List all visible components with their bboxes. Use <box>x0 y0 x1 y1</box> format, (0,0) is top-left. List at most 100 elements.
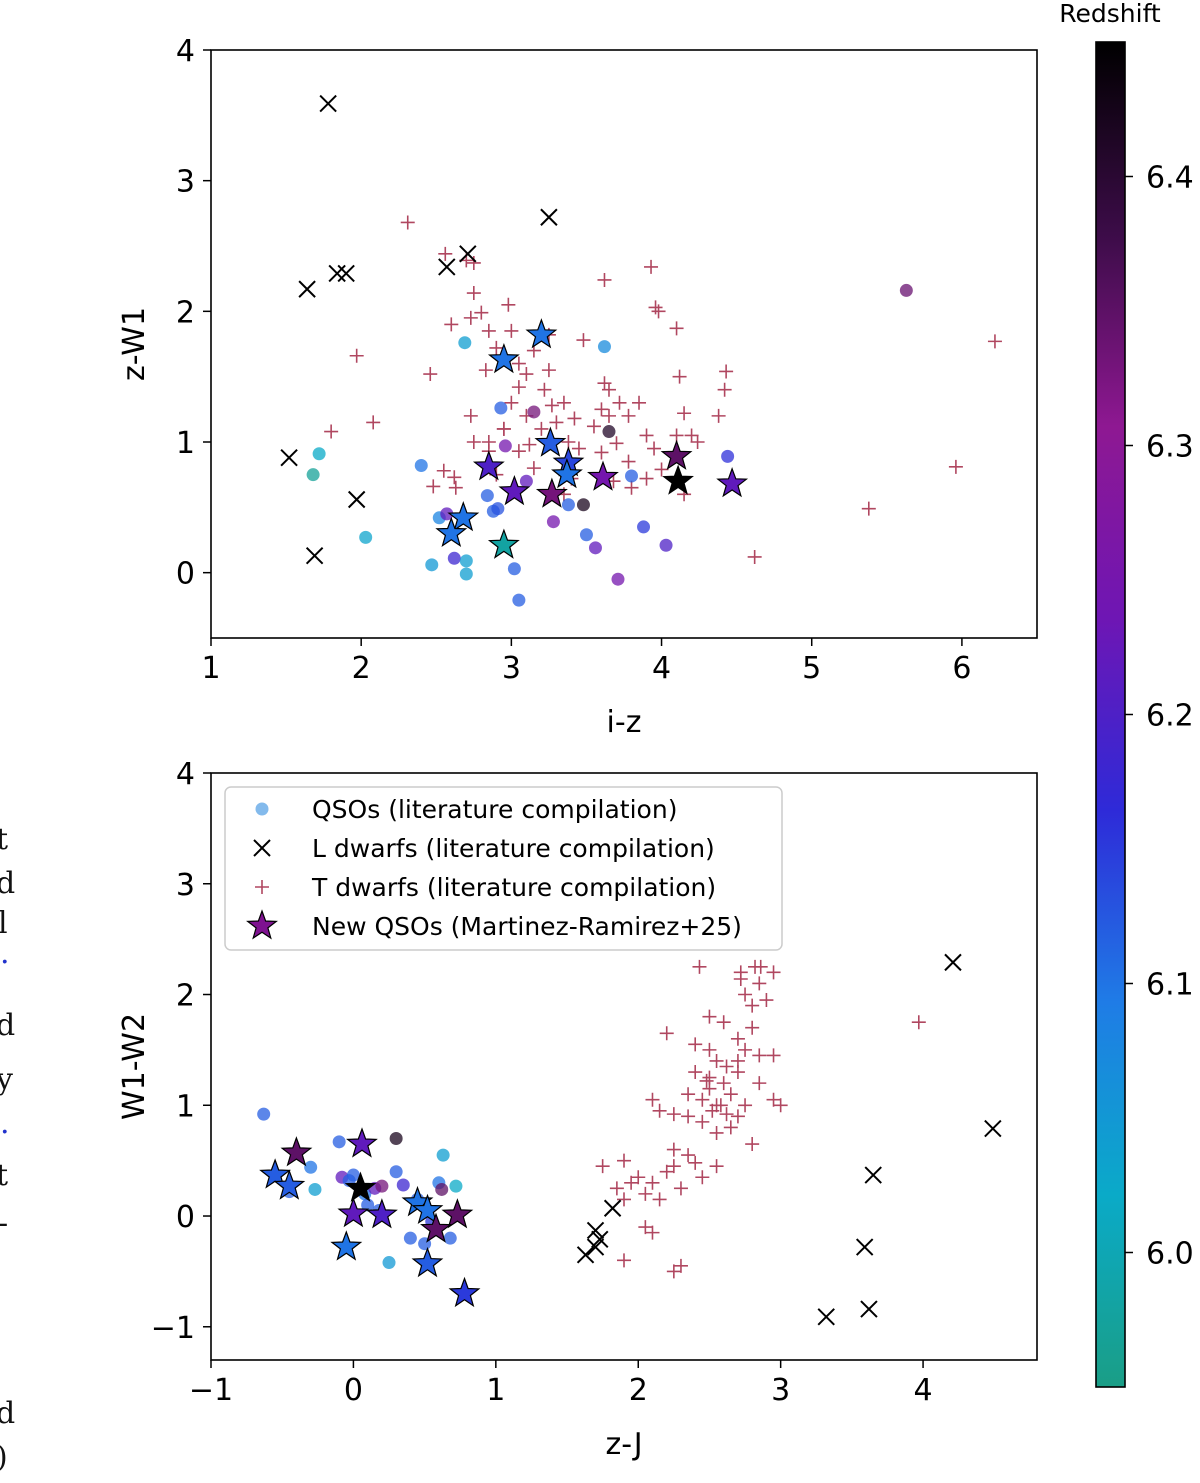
new-qso-point <box>344 1171 377 1202</box>
t-dwarf-point <box>511 356 526 371</box>
y-axis-label: z-W1 <box>117 307 152 381</box>
t-dwarf-point <box>752 1048 767 1063</box>
t-dwarf-point <box>688 1155 703 1170</box>
t-dwarf-point <box>601 382 616 397</box>
colorbar-tick-label: 6.4 <box>1146 161 1194 196</box>
t-dwarf-point <box>474 305 489 320</box>
t-dwarf-point <box>987 334 1002 349</box>
l-dwarf-point <box>864 1166 882 1184</box>
t-dwarf-point <box>688 1037 703 1052</box>
legend-t-dwarf-marker <box>255 880 269 894</box>
t-dwarf-point <box>684 428 699 443</box>
legend-label: T dwarfs (literature compilation) <box>311 873 716 902</box>
t-dwarf-point <box>659 1164 674 1179</box>
t-dwarf-point <box>651 304 666 319</box>
t-dwarf-point <box>448 480 463 495</box>
qso-point <box>389 1165 403 1179</box>
x-tick-label: 3 <box>502 651 521 686</box>
t-dwarf-point <box>666 1142 681 1157</box>
t-dwarf-point <box>747 549 762 564</box>
t-dwarf-point <box>466 286 481 301</box>
t-dwarf-point <box>511 444 526 459</box>
t-dwarf-point <box>645 1092 660 1107</box>
t-dwarf-point <box>695 1170 710 1185</box>
l-dwarf-point <box>586 1238 605 1256</box>
legend: QSOs (literature compilation) L dwarfs (l… <box>224 786 783 951</box>
edge-fragment: . <box>0 936 10 971</box>
new-qso-point <box>448 1276 481 1308</box>
t-dwarf-point <box>617 1192 631 1207</box>
t-dwarf-point <box>695 1114 710 1129</box>
new-qso-point <box>716 467 749 498</box>
x-tick-label: 0 <box>344 1373 363 1408</box>
t-dwarf-point <box>702 1081 717 1096</box>
t-dwarf-point <box>705 1103 720 1118</box>
x-tick-label: 1 <box>486 1373 505 1408</box>
qso-point <box>561 498 575 512</box>
qso-point <box>519 474 533 488</box>
l-dwarf-point <box>817 1308 835 1326</box>
legend-l-dwarf-marker <box>253 839 271 857</box>
t-dwarf-point <box>699 1073 714 1088</box>
y-tick-label: 3 <box>176 868 195 903</box>
qso-point <box>425 558 439 572</box>
t-dwarf-point <box>766 1048 781 1063</box>
x-tick-label: −1 <box>189 1373 233 1408</box>
qso-point <box>359 530 373 544</box>
x-axis-label: i-z <box>607 705 642 740</box>
new-qso-point <box>337 1197 370 1228</box>
qso-point <box>257 1107 271 1121</box>
t-dwarf-point <box>639 428 654 443</box>
qso-point <box>459 567 473 581</box>
l-dwarf-point <box>298 280 316 298</box>
t-dwarf-point <box>738 1042 753 1057</box>
t-dwarf-point <box>478 363 493 378</box>
t-dwarf-point <box>745 1137 760 1152</box>
t-dwarf-point <box>673 1258 688 1273</box>
t-dwarf-point <box>324 424 339 439</box>
edge-fragment: y <box>0 1062 13 1097</box>
t-dwarf-point <box>723 1120 738 1135</box>
t-dwarf-point <box>466 255 481 270</box>
l-dwarf-point <box>347 490 366 509</box>
x-tick-label: 4 <box>914 1373 933 1408</box>
t-dwarf-point <box>586 419 601 434</box>
t-dwarf-point <box>519 367 534 382</box>
t-dwarf-point <box>349 348 364 363</box>
edge-fragment: d <box>0 866 16 901</box>
new-qso-point <box>551 457 583 489</box>
t-dwarf-point <box>752 1076 767 1091</box>
l-dwarf-point <box>280 448 298 467</box>
new-qso-point <box>435 516 468 548</box>
t-dwarf-point <box>730 1109 745 1124</box>
t-dwarf-point <box>666 1264 681 1279</box>
qso-point <box>396 1178 410 1192</box>
qso-point <box>899 283 913 297</box>
t-dwarf-point <box>594 402 609 417</box>
t-dwarf-point <box>652 1103 667 1118</box>
t-dwarf-point <box>638 1186 653 1201</box>
plot-frame <box>210 49 1038 639</box>
t-dwarf-point <box>702 1009 717 1024</box>
qso-point <box>375 1179 389 1193</box>
t-dwarf-point <box>463 310 478 325</box>
t-dwarf-point <box>366 415 381 430</box>
qso-point <box>480 489 494 503</box>
panel-1: 1 2 3 4 5 6 0 1 2 3 4 i-z z-W1 <box>117 34 1038 740</box>
qso-point <box>361 1198 375 1212</box>
new-qso-point <box>365 1198 398 1229</box>
qso-point <box>721 449 735 463</box>
legend-label: L dwarfs (literature compilation) <box>312 834 715 863</box>
x-tick-label: 4 <box>652 651 671 686</box>
t-dwarf-point <box>624 1175 639 1190</box>
plot-area <box>280 94 1002 607</box>
edge-fragment: - <box>0 1206 8 1241</box>
t-dwarf-point <box>672 369 687 384</box>
y-tick-label: 4 <box>176 34 195 69</box>
t-dwarf-point <box>400 215 415 230</box>
qso-point <box>414 459 428 473</box>
legend-frame <box>224 786 783 951</box>
t-dwarf-point <box>711 408 726 423</box>
qso-point <box>625 469 639 483</box>
